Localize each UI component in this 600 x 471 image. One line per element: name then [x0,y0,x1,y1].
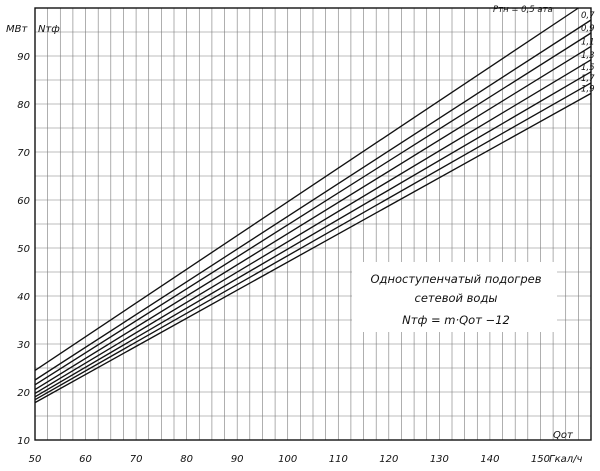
x-tick-labels: 50 60 70 80 90 100 110 120 130 140 150 [29,454,550,465]
x-tick-label: 60 [79,454,92,465]
y-tick-label: 30 [17,340,30,351]
series-line-6 [34,82,592,401]
y-axis-unit: МВт [6,24,28,35]
series-end-label: 1,3 [581,51,595,61]
series-line-5 [34,71,592,398]
y-tick-label: 90 [17,52,30,63]
x-tick-label: 70 [130,454,143,465]
x-tick-label: 90 [231,454,244,465]
series-prefix-label: Pтн = 0,5 ата [493,5,553,15]
x-tick-label: 120 [379,454,398,465]
series-line-4 [34,59,592,394]
x-axis-unit: Гкал/ч [549,454,583,465]
series-end-label: 1,1 [581,37,595,47]
annotation-box: Одноступенчатый подогрев сетевой воды Nт… [352,262,557,332]
y-tick-label: 40 [17,292,30,303]
y-tick-label: 60 [17,196,30,207]
series-end-label: 0,7 [581,11,595,21]
series-line-0 [34,7,579,371]
x-tick-label: 100 [278,454,297,465]
x-tick-label: 130 [430,454,449,465]
annotation-background [352,262,557,332]
series-end-label: 0,9 [581,24,595,34]
y-tick-label: 50 [17,244,30,255]
y-axis-title: Nтф [38,24,60,35]
y-tick-label: 70 [17,148,30,159]
x-axis-title: Qот [553,430,574,441]
series-line-3 [34,45,592,391]
x-tick-label: 150 [531,454,550,465]
series-line-7 [34,92,592,404]
series-end-label: 1,5 [581,63,595,73]
x-tick-label: 140 [480,454,499,465]
y-tick-label: 10 [17,436,30,447]
x-tick-label: 80 [180,454,193,465]
annotation-line-2: сетевой воды [415,291,498,305]
y-tick-labels: 10 20 30 40 50 60 70 80 90 [17,52,30,447]
x-tick-label: 110 [329,454,348,465]
plot-frame [34,7,592,441]
series-end-label: 1,9 [581,84,595,94]
series-end-label: 1,7 [581,74,595,84]
grid-lines [34,7,592,441]
series-lines [34,7,592,404]
series-labels: 0,7 0,9 1,1 1,3 1,51,71,9 [581,11,595,94]
series-line-2 [34,32,592,386]
x-tick-label: 50 [29,454,42,465]
annotation-line-1: Одноступенчатый подогрев [371,272,542,286]
y-tick-label: 20 [17,388,30,399]
series-line-1 [34,19,592,381]
annotation-line-3: Nтф = m·Qот −12 [402,313,510,327]
y-tick-label: 80 [17,100,30,111]
